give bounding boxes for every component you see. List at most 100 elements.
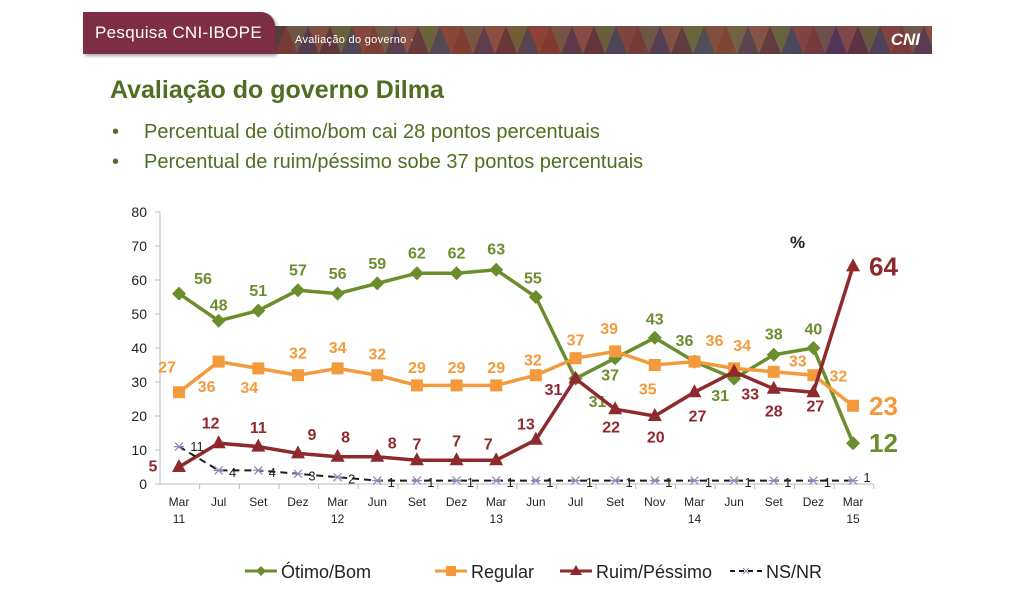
banner-triangle xyxy=(286,26,308,54)
data-point-star xyxy=(570,476,581,486)
data-point-triangle xyxy=(687,384,702,398)
data-point-star xyxy=(649,476,660,486)
banner-triangle xyxy=(638,26,660,54)
data-label: 36 xyxy=(676,333,694,350)
data-label: 28 xyxy=(765,403,783,420)
banner-triangle xyxy=(528,26,550,54)
data-label: 29 xyxy=(408,360,426,377)
banner-triangle xyxy=(561,26,583,54)
data-label: 27 xyxy=(807,399,825,416)
data-point-square xyxy=(767,365,780,378)
data-point-star xyxy=(174,442,184,452)
banner-triangle xyxy=(341,26,363,54)
data-point-diamond xyxy=(172,286,186,301)
y-tick-label: 70 xyxy=(131,238,147,254)
data-label: 4 xyxy=(229,465,236,480)
banner-triangle xyxy=(649,26,671,54)
data-point-triangle xyxy=(449,452,464,466)
data-point-square xyxy=(529,369,542,382)
data-label: 1 xyxy=(626,475,633,490)
data-label: 1 xyxy=(427,475,434,490)
data-point-square xyxy=(252,362,265,375)
data-label: 1 xyxy=(507,475,514,490)
x-tick-label: Jun xyxy=(368,495,387,509)
legend-marker-icon xyxy=(742,567,750,575)
data-point-star xyxy=(808,476,819,486)
banner-triangle xyxy=(869,26,891,54)
data-label: 32 xyxy=(289,346,307,363)
x-tick-label: Set xyxy=(249,495,268,509)
data-label: 36 xyxy=(706,333,724,350)
data-point-triangle xyxy=(330,448,345,462)
data-point-star xyxy=(610,476,621,486)
data-label: 1 xyxy=(705,475,712,490)
data-label: 36 xyxy=(198,379,216,396)
data-label: 7 xyxy=(452,434,461,451)
series-line xyxy=(178,445,854,482)
x-tick-label: Mar 13 xyxy=(486,495,507,526)
data-point-triangle xyxy=(290,445,305,459)
data-point-triangle xyxy=(528,431,543,445)
series-line xyxy=(177,349,855,408)
data-point-triangle xyxy=(251,438,266,452)
data-label: 32 xyxy=(830,369,848,386)
banner-triangle xyxy=(473,26,495,54)
data-point-triangle xyxy=(370,448,385,462)
series-line xyxy=(178,265,855,469)
banner-triangle xyxy=(484,26,506,54)
data-point-star xyxy=(411,476,422,486)
banner-triangle xyxy=(352,26,374,54)
data-label: 48 xyxy=(210,297,228,314)
legend-label: Ótimo/Bom xyxy=(281,561,371,582)
series-otimo-bom: 56 48 51 57 56 59 62 62 63 55 31 37 43 36 31 38 40 12 xyxy=(172,241,898,458)
data-point-diamond xyxy=(647,330,662,345)
data-label: 38 xyxy=(765,326,783,343)
data-label: 1 xyxy=(546,475,553,490)
banner-triangle xyxy=(627,26,649,54)
legend-item: NS/NR xyxy=(730,562,822,582)
x-tick-label: Dez xyxy=(446,495,467,509)
data-label: 1 xyxy=(784,475,791,490)
data-label: 5 xyxy=(149,459,158,476)
data-point-star xyxy=(213,465,224,475)
y-tick-label: 10 xyxy=(131,442,147,458)
banner-triangle xyxy=(770,26,792,54)
bullet-dot: • xyxy=(112,121,120,143)
data-label: 63 xyxy=(487,241,505,258)
banner-triangle xyxy=(451,26,473,54)
data-label: 51 xyxy=(249,283,267,300)
data-label: 31 xyxy=(545,382,563,399)
banner-triangle xyxy=(330,26,352,54)
banner-triangle xyxy=(583,26,605,54)
data-label: 37 xyxy=(567,333,585,350)
data-label: 1 xyxy=(744,475,751,490)
data-point-diamond xyxy=(806,341,821,355)
banner-triangle xyxy=(847,26,869,54)
banner-triangle xyxy=(605,26,627,54)
data-label: 59 xyxy=(368,256,386,273)
data-label: 1 xyxy=(586,475,593,490)
y-tick-label: 20 xyxy=(131,408,147,424)
data-point-triangle xyxy=(568,370,583,384)
data-label: 27 xyxy=(689,409,707,426)
banner-triangle xyxy=(737,26,759,54)
banner-triangle xyxy=(396,26,418,54)
legend-marker-icon xyxy=(256,566,266,576)
data-label: 11 xyxy=(250,420,267,437)
data-point-star xyxy=(768,476,779,486)
data-label: 11 xyxy=(190,439,204,454)
unit-label: % xyxy=(790,233,805,252)
y-tick-label: 80 xyxy=(131,204,147,220)
data-point-diamond xyxy=(528,290,543,304)
data-point-star xyxy=(491,476,502,486)
banner-triangle xyxy=(594,26,616,54)
y-tick-label: 40 xyxy=(131,340,147,356)
legend-label: Ruim/Péssimo xyxy=(596,562,712,582)
data-label: 4 xyxy=(269,465,276,480)
data-point-square xyxy=(331,362,344,375)
banner-triangle xyxy=(693,26,715,54)
banner-triangle xyxy=(462,26,484,54)
data-label: 29 xyxy=(448,360,466,377)
banner-triangle xyxy=(759,26,781,54)
